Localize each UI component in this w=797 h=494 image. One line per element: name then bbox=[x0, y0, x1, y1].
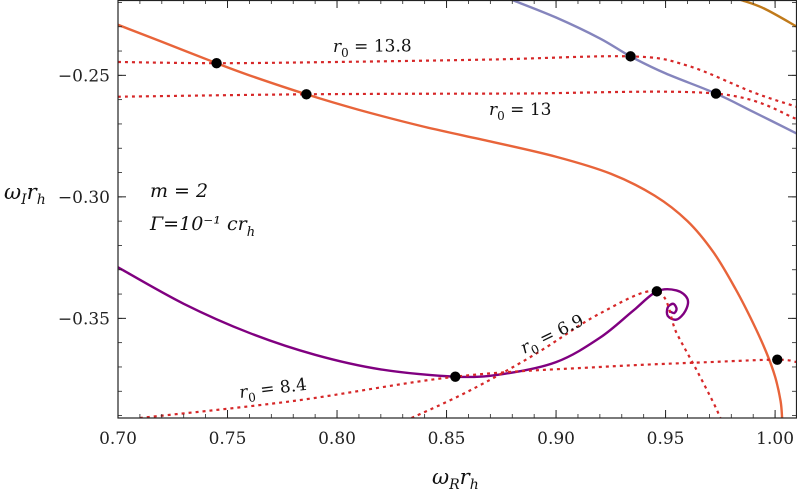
y-tick-label: −0.25 bbox=[58, 66, 110, 86]
x-tick-label: 0.95 bbox=[647, 429, 685, 449]
param-m: m = 2 bbox=[150, 180, 208, 202]
label-r0-13.8: r0 = 13.8 bbox=[333, 36, 412, 60]
x-tick-label: 0.85 bbox=[428, 429, 466, 449]
x-tick-label: 0.90 bbox=[537, 429, 575, 449]
series-r0-13-dotted bbox=[118, 90, 797, 121]
label-r0-13: r0 = 13 bbox=[489, 100, 551, 123]
param-gamma: Γ=10⁻¹ crh bbox=[149, 213, 255, 240]
intersection-point bbox=[651, 286, 663, 297]
series-purple-solid bbox=[118, 266, 690, 379]
series-r0-8.4-dotted bbox=[139, 358, 797, 418]
series-orange-solid bbox=[118, 23, 784, 418]
intersection-point bbox=[625, 51, 636, 62]
intersection-point bbox=[211, 57, 222, 69]
y-axis-label: ωIrh bbox=[4, 180, 46, 208]
y-tick-label: −0.35 bbox=[58, 309, 110, 329]
x-tick-label: 1.00 bbox=[756, 429, 794, 449]
series-brown-solid bbox=[739, 0, 797, 28]
y-tick-label: −0.30 bbox=[58, 188, 110, 208]
label-r0-6.9: r0 = 6.9 bbox=[517, 311, 588, 361]
x-axis-label: ωRrh bbox=[432, 465, 479, 493]
x-tick-label: 0.75 bbox=[209, 429, 247, 449]
label-r0-8.4: r0 = 8.4 bbox=[238, 375, 308, 406]
intersection-point bbox=[772, 354, 783, 365]
series-r0-13.8-dotted bbox=[118, 55, 797, 108]
x-tick-label: 0.80 bbox=[318, 429, 356, 449]
intersection-point bbox=[301, 89, 312, 100]
series-r0-6.9-dotted bbox=[411, 289, 722, 418]
intersection-point bbox=[450, 371, 461, 382]
intersection-point bbox=[710, 88, 722, 99]
x-tick-label: 0.70 bbox=[99, 429, 137, 449]
series-blue-solid bbox=[511, 0, 797, 135]
